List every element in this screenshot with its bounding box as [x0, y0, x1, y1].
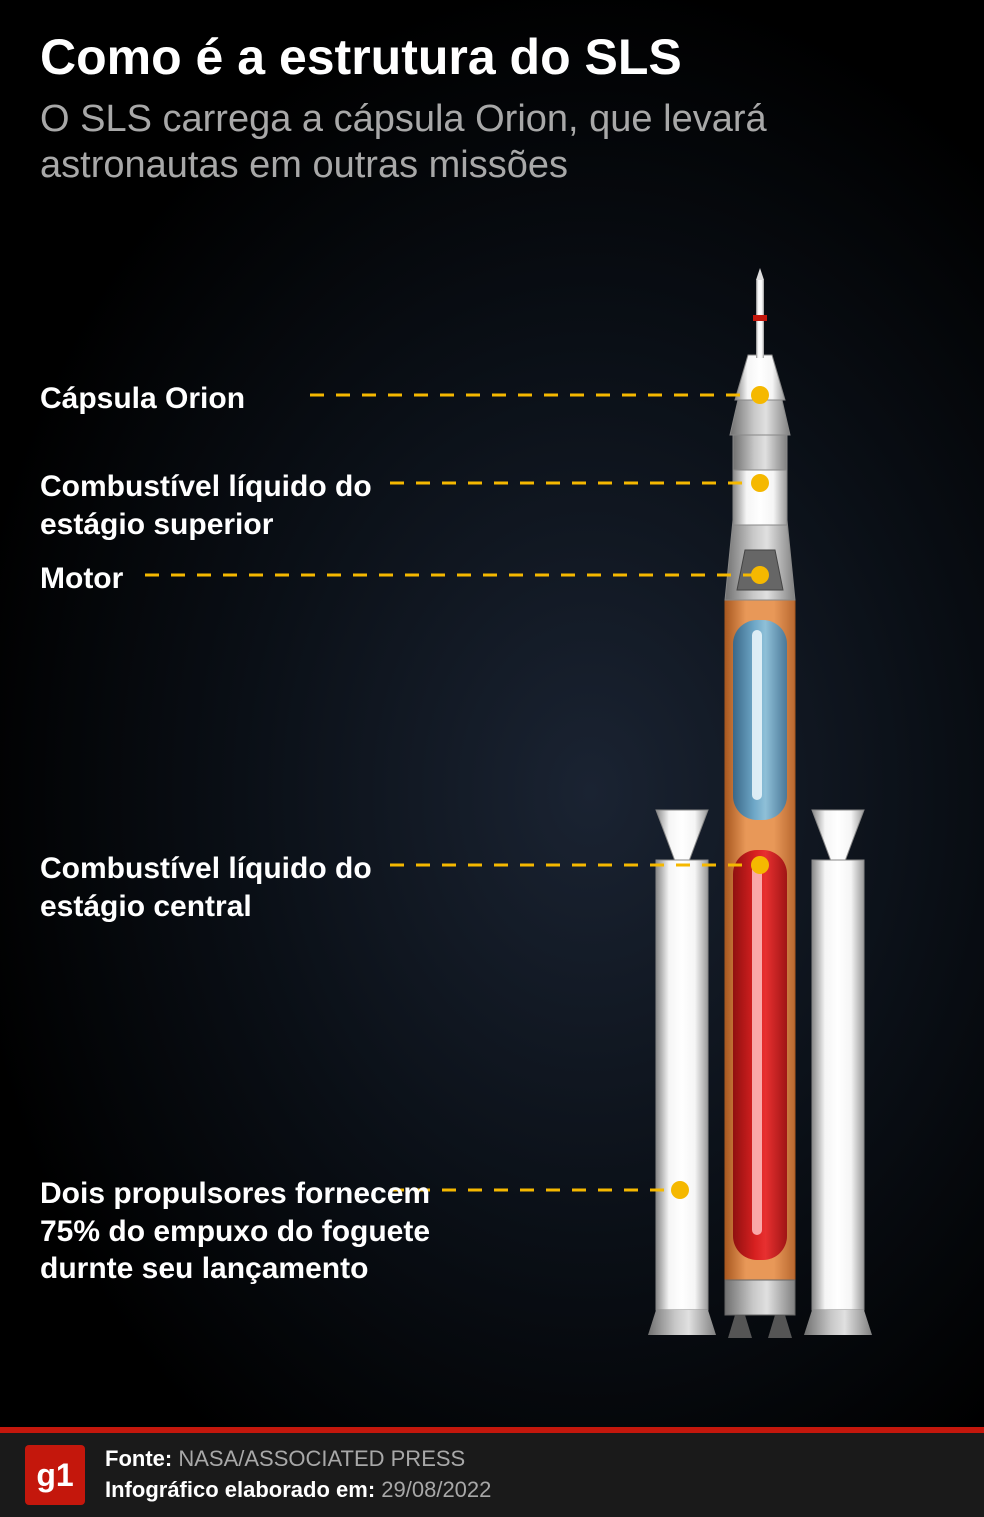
source-label: Fonte: — [105, 1446, 172, 1471]
date-label: Infográfico elaborado em: — [105, 1477, 375, 1502]
source-value: NASA/ASSOCIATED PRESS — [178, 1446, 465, 1471]
footer: g1 Fonte: NASA/ASSOCIATED PRESS Infográf… — [0, 1427, 984, 1517]
date-value: 29/08/2022 — [381, 1477, 491, 1502]
diagram-label: Cápsula Orion — [40, 380, 245, 418]
diagram-background: Cápsula Orion Combustível líquido do está… — [0, 0, 984, 1440]
page-title: Como é a estrutura do SLS — [40, 30, 944, 85]
diagram-label: Combustível líquido do estágio central — [40, 850, 440, 925]
footer-text: Fonte: NASA/ASSOCIATED PRESS Infográfico… — [105, 1444, 491, 1506]
g1-logo: g1 — [25, 1445, 85, 1505]
header: Como é a estrutura do SLS O SLS carrega … — [0, 0, 984, 208]
diagram-label: Dois propulsores fornecem 75% do empuxo … — [40, 1175, 440, 1288]
diagram-label: Motor — [40, 560, 123, 598]
diagram-label: Combustível líquido do estágio superior — [40, 468, 440, 543]
page-subtitle: O SLS carrega a cápsula Orion, que levar… — [40, 97, 944, 188]
